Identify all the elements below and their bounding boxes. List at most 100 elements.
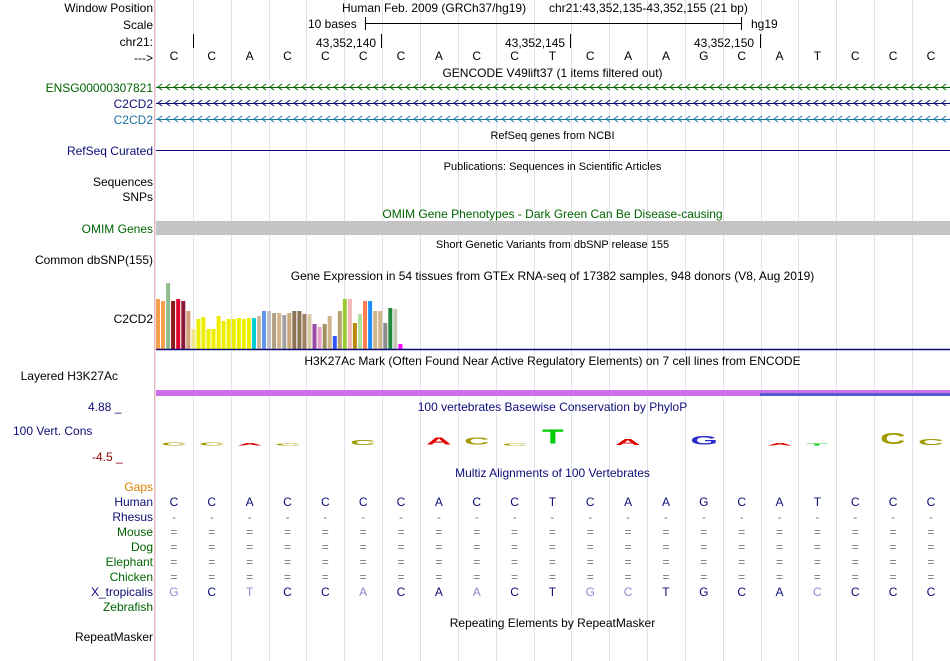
omim-feature-bar[interactable] <box>156 221 950 235</box>
multiz-base: = <box>397 540 405 554</box>
multiz-base: = <box>208 570 216 584</box>
multiz-base: = <box>170 525 178 539</box>
base-letter: C <box>926 49 936 63</box>
h3k27ac-track-label[interactable]: Layered H3K27Ac <box>20 369 118 383</box>
multiz-base: C <box>207 495 217 509</box>
multiz-base: G <box>699 495 709 509</box>
multiz-base: = <box>359 525 367 539</box>
multiz-base: = <box>700 555 708 569</box>
gtex-track-label[interactable]: C2CD2 <box>113 312 153 326</box>
multiz-base: = <box>321 570 329 584</box>
multiz-base: C <box>320 495 330 509</box>
multiz-base: = <box>359 540 367 554</box>
multiz-base: = <box>889 525 897 539</box>
gencode-track-title[interactable]: GENCODE V49lift37 (1 items filtered out) <box>442 66 663 80</box>
omim-track-title[interactable]: OMIM Gene Phenotypes - Dark Green Can Be… <box>382 207 723 221</box>
multiz-species-label[interactable]: Elephant <box>105 555 153 569</box>
gencode-item-label[interactable]: ENSG00000307821 <box>45 81 153 95</box>
gtex-bar <box>332 336 337 349</box>
gencode-item-label[interactable]: C2CD2 <box>113 97 153 111</box>
base-letter: C <box>169 49 179 63</box>
multiz-base: = <box>246 555 254 569</box>
multiz-base: - <box>815 510 820 524</box>
multiz-base: - <box>361 510 366 524</box>
gtex-bar <box>347 299 352 349</box>
multiz-base: A <box>434 495 443 509</box>
gtex-bar <box>297 311 302 349</box>
gencode-gene-features[interactable] <box>156 83 950 129</box>
multiz-base: = <box>927 555 935 569</box>
publications-label-snps[interactable]: SNPs <box>122 190 153 204</box>
gtex-bar <box>181 301 186 349</box>
multiz-base: - <box>209 510 214 524</box>
gtex-bar <box>317 327 322 349</box>
multiz-base: = <box>321 540 329 554</box>
multiz-base: = <box>813 570 821 584</box>
refseq-track-label[interactable]: RefSeq Curated <box>66 144 153 158</box>
multiz-species-label[interactable]: X_tropicalis <box>90 585 153 599</box>
multiz-base: = <box>776 555 784 569</box>
multiz-base: = <box>435 555 443 569</box>
refseq-gene-line[interactable] <box>156 150 950 151</box>
cons-track-title[interactable]: 100 vertebrates Basewise Conservation by… <box>417 400 688 414</box>
gtex-bar <box>161 301 165 349</box>
h3k27ac-track-title[interactable]: H3K27Ac Mark (Often Found Near Active Re… <box>304 354 801 368</box>
gtex-bar <box>373 311 378 349</box>
multiz-base: = <box>624 570 632 584</box>
repeatmasker-track-title[interactable]: Repeating Elements by RepeatMasker <box>449 616 656 630</box>
dbsnp-track-label[interactable]: Common dbSNP(155) <box>34 253 153 267</box>
scale-bar-right-tick <box>741 17 742 30</box>
multiz-base: = <box>813 525 821 539</box>
multiz-species-label[interactable]: Human <box>114 495 153 509</box>
multiz-species-label[interactable]: Rhesus <box>112 510 153 524</box>
refseq-track-title[interactable]: RefSeq genes from NCBI <box>490 130 615 142</box>
multiz-species-label[interactable]: Zebrafish <box>102 600 153 614</box>
omim-track-label[interactable]: OMIM Genes <box>81 222 153 236</box>
gtex-bar <box>368 301 373 349</box>
gtex-bar <box>272 313 277 349</box>
multiz-base: = <box>889 555 897 569</box>
multiz-species-label[interactable]: Dog <box>130 540 153 554</box>
multiz-base: A <box>245 495 254 509</box>
multiz-base: = <box>662 555 670 569</box>
repeatmasker-track-label[interactable]: RepeatMasker <box>74 630 153 644</box>
gtex-bar <box>383 323 388 349</box>
multiz-base: = <box>662 525 670 539</box>
multiz-base: C <box>585 495 595 509</box>
multiz-base: = <box>170 555 178 569</box>
gencode-item-label[interactable]: C2CD2 <box>113 113 153 127</box>
chrom-label: chr21: <box>119 35 153 49</box>
base-letter: C <box>472 49 482 63</box>
multiz-base: C <box>888 495 898 509</box>
cons-logo-letter: T <box>806 443 829 447</box>
h3k27ac-signal[interactable] <box>156 390 950 396</box>
gtex-bar <box>246 318 251 349</box>
cons-logo-letter: C <box>880 431 906 448</box>
gtex-bar <box>312 324 317 349</box>
scale-bar <box>365 23 742 24</box>
cons-logo-letter: A <box>426 436 452 448</box>
multiz-species-label[interactable]: Mouse <box>116 525 153 539</box>
base-letter: A <box>661 49 670 63</box>
gtex-bar <box>186 311 191 349</box>
label-separator <box>154 0 155 661</box>
gtex-expression-chart[interactable] <box>156 283 950 351</box>
base-letter: T <box>548 49 557 63</box>
cons-track-label[interactable]: 100 Vert. Cons <box>13 424 93 438</box>
gtex-bar <box>322 324 327 349</box>
assembly-title: Human Feb. 2009 (GRCh37/hg19) <box>342 1 527 15</box>
multiz-track-title[interactable]: Multiz Alignments of 100 Vertebrates <box>455 466 650 480</box>
dbsnp-track-title[interactable]: Short Genetic Variants from dbSNP releas… <box>435 239 670 251</box>
multiz-species-label[interactable]: Chicken <box>109 570 153 584</box>
gtex-bar <box>166 283 171 349</box>
multiz-base: = <box>700 525 708 539</box>
cons-logo-letter: A <box>766 442 793 447</box>
gtex-track-title[interactable]: Gene Expression in 54 tissues from GTEx … <box>290 269 815 283</box>
gtex-bar <box>388 308 393 349</box>
multiz-base: = <box>435 525 443 539</box>
multiz-base: C <box>888 585 898 599</box>
publications-label-sequences[interactable]: Sequences <box>92 175 153 189</box>
publications-track-title[interactable]: Publications: Sequences in Scientific Ar… <box>443 161 662 173</box>
multiz-base: = <box>473 540 481 554</box>
